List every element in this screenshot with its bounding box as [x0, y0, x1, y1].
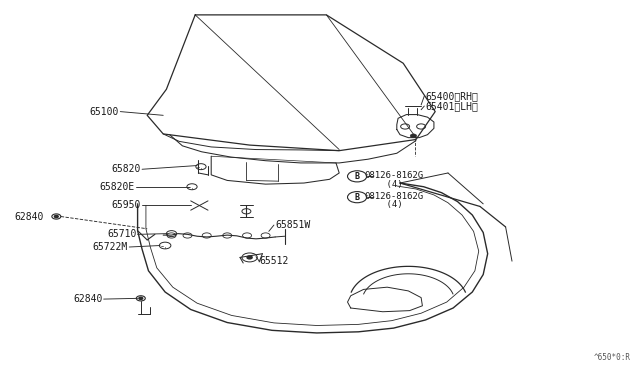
Text: 62840: 62840	[14, 212, 44, 221]
Text: 65401〈LH〉: 65401〈LH〉	[426, 101, 479, 111]
Text: 62840: 62840	[73, 294, 102, 304]
Text: 65820: 65820	[111, 164, 141, 174]
Text: (4): (4)	[365, 201, 403, 209]
Text: 65710: 65710	[107, 230, 136, 239]
Text: 65950: 65950	[111, 201, 141, 210]
Text: 65722M: 65722M	[93, 242, 128, 252]
Circle shape	[247, 256, 252, 259]
Text: ^650*0:R: ^650*0:R	[593, 353, 630, 362]
Text: (4): (4)	[365, 180, 403, 189]
Circle shape	[410, 134, 417, 138]
Text: B: B	[355, 172, 360, 181]
Text: 08126-8162G: 08126-8162G	[365, 192, 424, 201]
Text: 65400〈RH〉: 65400〈RH〉	[426, 91, 479, 101]
Circle shape	[54, 215, 58, 218]
Text: 08126-8162G: 08126-8162G	[365, 171, 424, 180]
Text: 65100: 65100	[89, 107, 118, 116]
Text: B: B	[355, 193, 360, 202]
Circle shape	[139, 297, 143, 299]
Text: 65512: 65512	[259, 256, 289, 266]
Text: 65851W: 65851W	[275, 220, 310, 230]
Text: 65820E: 65820E	[99, 182, 134, 192]
